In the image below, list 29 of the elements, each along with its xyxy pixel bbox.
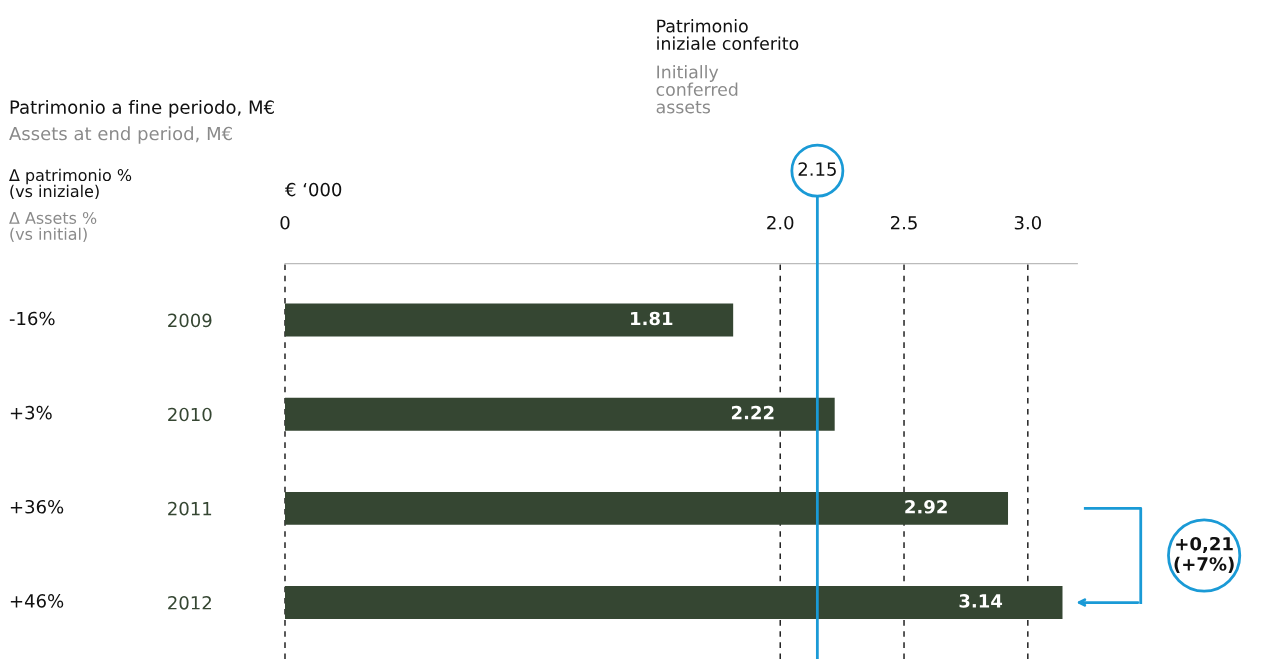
text: Δ patrimonio % (vs iniziale) xyxy=(9,168,132,200)
data-label: 1.81 xyxy=(631,311,673,326)
x-tick-label: 2.0 xyxy=(767,215,794,230)
chart-title: Patrimonio a fine periodo, M€ xyxy=(10,100,274,118)
text: +46% xyxy=(10,594,64,608)
y-tick-label: 2011 xyxy=(168,501,212,516)
x-tick-label: 2.5 xyxy=(890,215,917,230)
text: +0,21 (+7%) xyxy=(1174,536,1234,573)
data-label: 3.14 xyxy=(959,594,1003,608)
bar xyxy=(284,491,1009,525)
text: +36% xyxy=(10,499,64,514)
text: -16% xyxy=(9,311,55,326)
bar xyxy=(284,397,835,431)
bar xyxy=(284,303,734,337)
bar xyxy=(284,586,1063,619)
x-tick-label: 0 xyxy=(280,215,290,230)
text: Assets at end period, M€ xyxy=(9,126,232,144)
data-label: 2.92 xyxy=(905,499,947,514)
x-tick-label: 3.0 xyxy=(1014,215,1041,230)
text: Patrimonio iniziale conferito xyxy=(657,19,799,51)
text: Δ Assets % (vs initial) xyxy=(9,211,97,242)
data-label: 2.22 xyxy=(731,405,774,420)
ref-line-label: 2.15 xyxy=(798,162,836,176)
y-tick-label: 2010 xyxy=(168,407,212,422)
y-tick-label: 2009 xyxy=(168,313,212,328)
x-axis-title: € ‘000 xyxy=(284,182,342,197)
y-tick-label: 2012 xyxy=(168,595,211,610)
text: Initially conferred assets xyxy=(656,65,738,114)
text: +3% xyxy=(10,405,52,420)
